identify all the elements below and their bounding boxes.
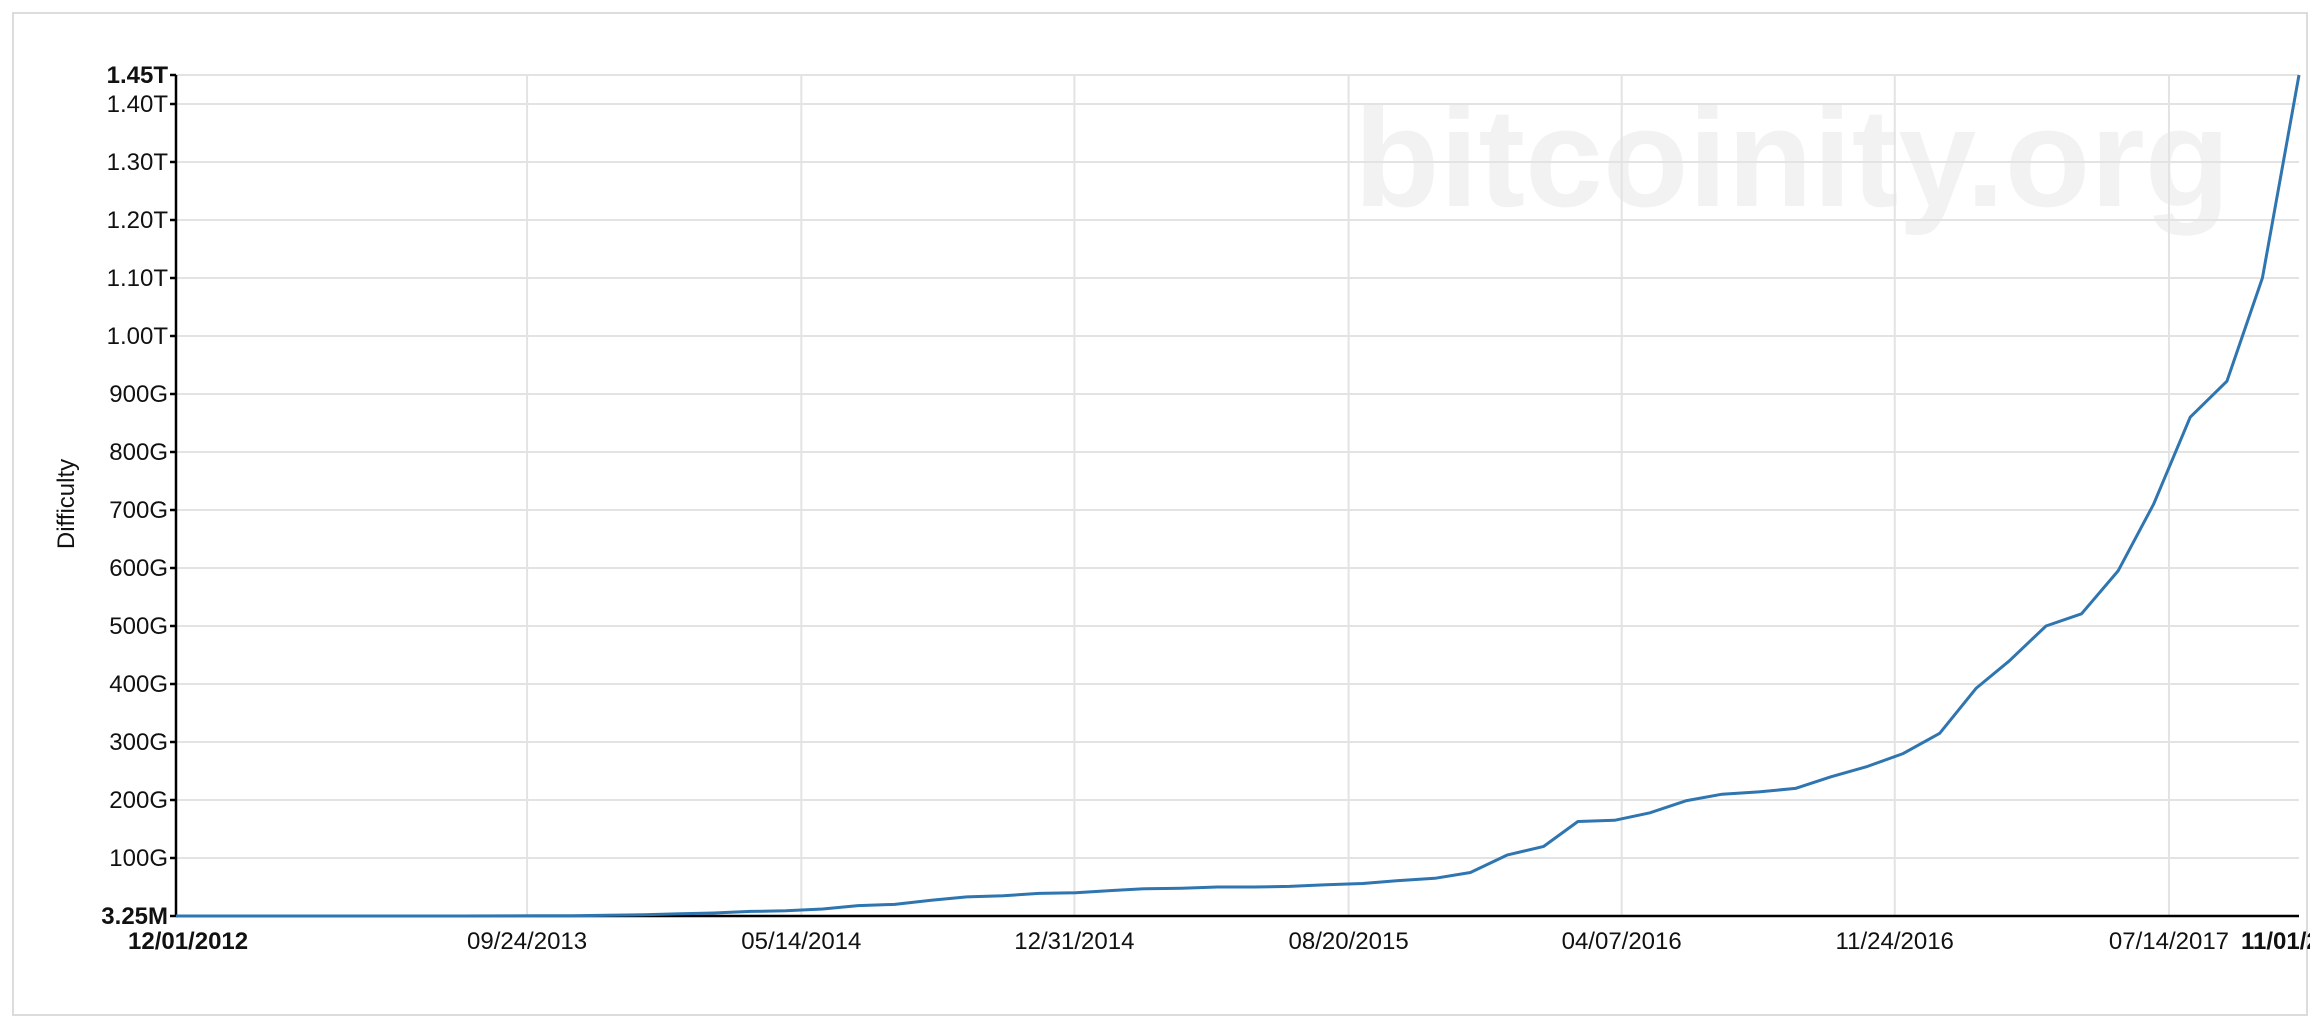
y-tick-label: 200G <box>109 787 168 814</box>
y-tick-label: 1.45T <box>107 62 169 89</box>
y-tick-label: 3.25M <box>101 903 168 930</box>
y-tick-label: 800G <box>109 439 168 466</box>
y-tick-label: 1.20T <box>107 207 169 234</box>
x-tick-label: 05/14/2014 <box>741 928 861 955</box>
x-tick-label: 11/01/2 <box>2241 928 2310 955</box>
y-tick-label: 1.30T <box>107 149 169 176</box>
y-tick-label: 500G <box>109 613 168 640</box>
difficulty-chart: bitcoinity.org 3.25M 100G 200G 300G 400G 500G… <box>53 62 2310 955</box>
y-gridlines <box>170 73 2299 918</box>
x-tick-labels: 12/01/2012 09/24/2013 05/14/2014 12/31/2014… <box>128 928 2310 955</box>
x-tick-label: 08/20/2015 <box>1289 928 1409 955</box>
y-tick-label: 900G <box>109 381 168 408</box>
x-tick-label: 12/01/2012 <box>128 928 248 955</box>
y-tick-label: 1.40T <box>107 91 169 118</box>
x-tick-label: 07/14/2017 <box>2109 928 2229 955</box>
x-tick-label: 12/31/2014 <box>1014 928 1134 955</box>
x-tick-label: 11/24/2016 <box>1836 928 1954 955</box>
y-tick-labels: 3.25M 100G 200G 300G 400G 500G 600G 700G 800G 900… <box>101 62 168 930</box>
y-tick-label: 300G <box>109 729 168 756</box>
y-axis-label: Difficulty <box>53 459 80 549</box>
y-tick-label: 600G <box>109 555 168 582</box>
chart-frame: bitcoinity.org 3.25M 100G 200G 300G 400G 500G… <box>12 12 2310 1016</box>
y-tick-label: 700G <box>109 497 168 524</box>
x-tick-label: 04/07/2016 <box>1562 928 1682 955</box>
y-tick-label: 100G <box>109 845 168 872</box>
y-tick-label: 1.10T <box>107 265 169 292</box>
difficulty-series-line <box>176 74 2301 918</box>
y-tick-label: 400G <box>109 671 168 698</box>
watermark: bitcoinity.org <box>1354 79 2230 236</box>
y-tick-label: 1.00T <box>107 323 169 350</box>
x-tick-label: 09/24/2013 <box>467 928 587 955</box>
x-gridlines <box>526 75 2170 916</box>
